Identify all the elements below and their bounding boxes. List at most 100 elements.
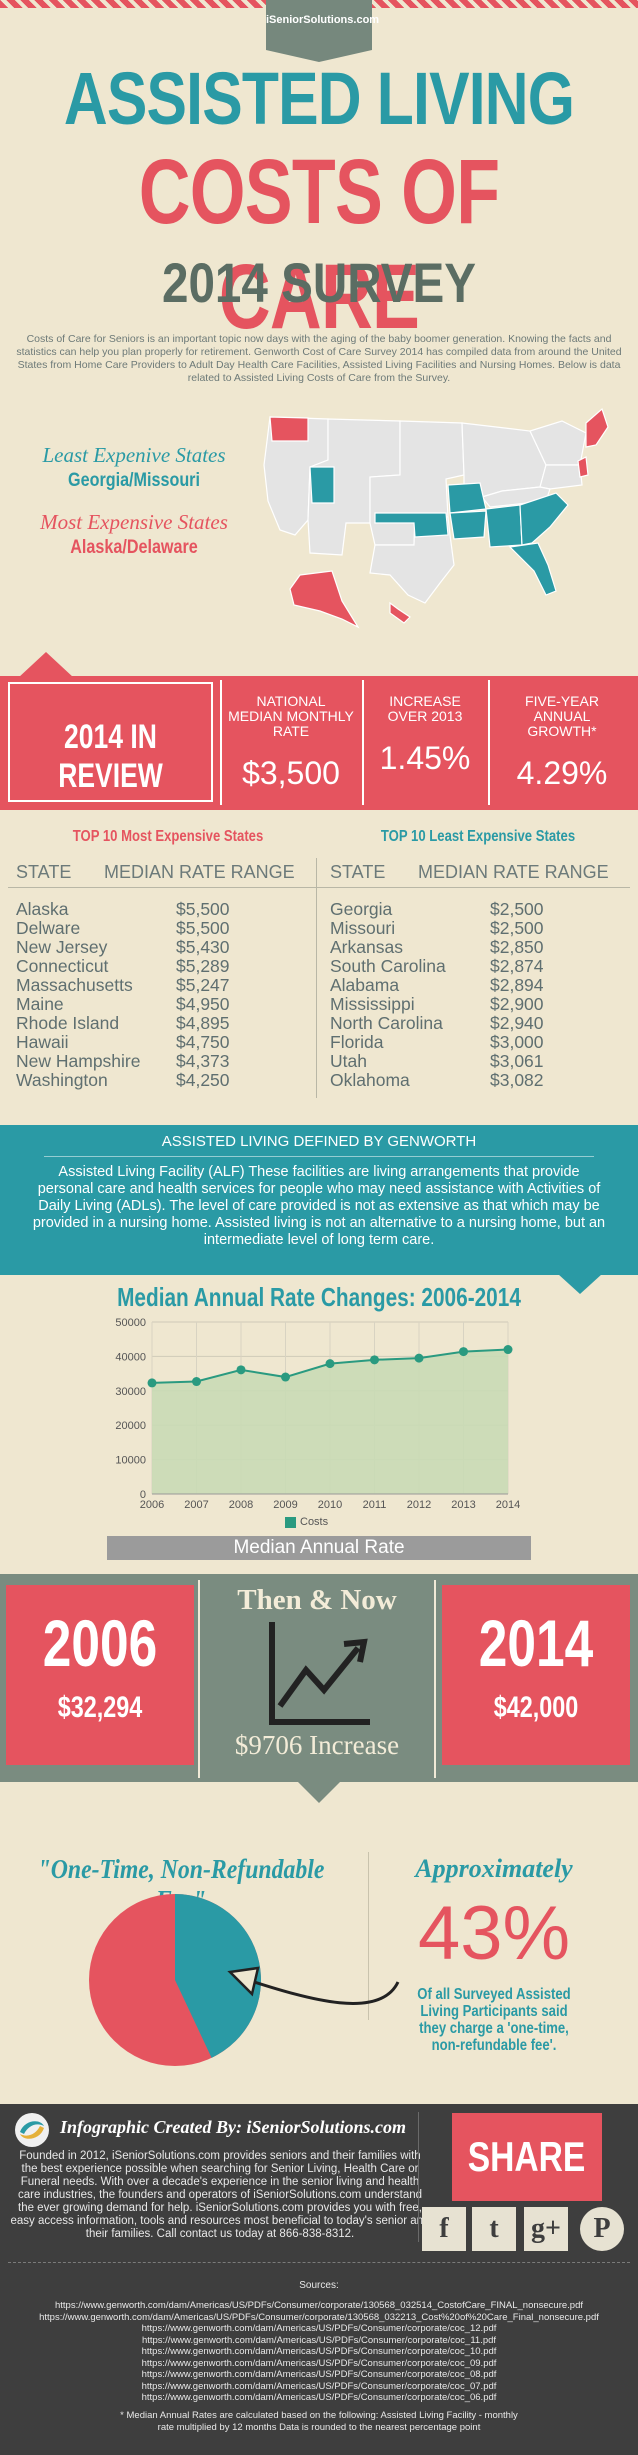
least-col-rate: MEDIAN RATE RANGE xyxy=(418,862,609,882)
x-tick-label: 2009 xyxy=(273,1499,297,1511)
y-tick-label: 10000 xyxy=(115,1455,146,1467)
table-row: Georgia $2,500 xyxy=(330,900,620,919)
now-year: 2014 xyxy=(478,1606,594,1680)
definition-rule xyxy=(44,1156,594,1157)
map-state-oklahoma xyxy=(374,512,449,538)
state-name: South Carolina xyxy=(330,956,446,976)
stat-value: $3,500 xyxy=(242,755,340,791)
approx-label: Approximately xyxy=(415,1854,573,1883)
map-state-mississippi-alabama xyxy=(485,504,523,548)
now-amount: $42,000 xyxy=(493,1691,579,1724)
pinterest-icon[interactable]: P xyxy=(580,2207,624,2251)
most-expensive-value: Alaska/Delaware xyxy=(70,537,198,558)
map-region-northeast xyxy=(529,420,587,466)
state-rate: $2,894 xyxy=(490,975,544,995)
sources-note: * Median Annual Rates are calculated bas… xyxy=(120,2410,518,2433)
state-name: Oklahoma xyxy=(330,1070,410,1090)
review-title: 2014 IN REVIEW xyxy=(58,718,163,795)
state-rate: $4,750 xyxy=(176,1032,230,1052)
map-state-missouri xyxy=(447,482,487,514)
stat-value: 4.29% xyxy=(516,755,608,791)
state-rate: $2,874 xyxy=(490,956,544,976)
table-row: Maine $4,950 xyxy=(16,995,306,1014)
source-link[interactable]: https://www.genworth.com/dam/Americas/US… xyxy=(141,2380,497,2392)
source-link[interactable]: https://www.genworth.com/dam/Americas/US… xyxy=(141,2369,497,2380)
data-point xyxy=(459,1347,468,1357)
source-link[interactable]: https://www.genworth.com/dam/Americas/US… xyxy=(54,2300,584,2311)
arrow-head-icon xyxy=(227,1966,260,1997)
map-state-hawaii xyxy=(389,601,411,624)
map-state-new-jersey xyxy=(577,456,589,478)
table-row: Alaska $5,500 xyxy=(16,900,306,919)
table-row: South Carolina $2,874 xyxy=(330,957,620,976)
data-point xyxy=(281,1372,290,1382)
source-link[interactable]: https://www.genworth.com/dam/Americas/US… xyxy=(39,2311,599,2323)
sources-title: Sources: xyxy=(299,2280,339,2291)
data-point xyxy=(503,1345,513,1355)
table-row: Florida $3,000 xyxy=(330,1033,620,1052)
state-name: Washington xyxy=(16,1070,108,1090)
intro-text: Costs of Care for Seniors is an importan… xyxy=(16,333,622,384)
x-tick-label: 2011 xyxy=(363,1499,387,1511)
state-name: Georgia xyxy=(330,899,393,919)
least-col-state: STATE xyxy=(330,862,386,882)
rate-chart: 0 10000 20000 30000 40000 50000 2006 2007 2008 20… xyxy=(115,1317,520,1511)
x-tick-label: 2006 xyxy=(140,1499,164,1511)
share-button[interactable]: SHARE xyxy=(452,2113,602,2201)
map-state-new-england xyxy=(585,407,609,448)
chart-xlabel: Median Annual Rate xyxy=(107,1536,531,1560)
stat-median-monthly: NATIONAL MEDIAN MONTHLY RATE $3,500 xyxy=(220,680,360,805)
state-rate: $2,850 xyxy=(490,937,544,957)
data-point xyxy=(236,1365,246,1375)
share-label: SHARE xyxy=(468,2133,586,2180)
source-link[interactable]: https://www.genworth.com/dam/Americas/US… xyxy=(141,2323,497,2334)
source-link[interactable]: https://www.genworth.com/dam/Americas/US… xyxy=(141,2334,497,2346)
title-line-3: 2014 SURVEY xyxy=(161,251,476,314)
table-row: Massachusetts $5,247 xyxy=(16,976,306,995)
google-plus-icon[interactable]: g+ xyxy=(524,2207,568,2251)
source-link[interactable]: https://www.genworth.com/dam/Americas/US… xyxy=(141,2346,497,2357)
definition-title: ASSISTED LIVING DEFINED BY GENWORTH xyxy=(161,1133,477,1150)
fee-percent: 43% xyxy=(417,1891,571,1976)
state-rate: $5,289 xyxy=(176,956,230,976)
facebook-icon[interactable]: f xyxy=(422,2207,466,2251)
map-state-arkansas xyxy=(449,510,487,540)
source-link[interactable]: https://www.genworth.com/dam/Americas/US… xyxy=(141,2392,497,2403)
table-row: Mississippi $2,900 xyxy=(330,995,620,1014)
x-tick-label: 2013 xyxy=(451,1499,475,1511)
review-title-box xyxy=(8,682,213,802)
most-expensive-list: Alaska $5,500 Delware $5,500 New Jersey $5,43… xyxy=(16,900,306,1090)
table-row: Utah $3,061 xyxy=(330,1052,620,1071)
site-tag[interactable]: iSeniorSolutions.com xyxy=(266,0,379,62)
table-row: Rhode Island $4,895 xyxy=(16,1014,306,1033)
table-row: North Carolina $2,940 xyxy=(330,1014,620,1033)
stat-label: INCREASE OVER 2013 xyxy=(387,693,463,724)
table-row: Missouri $2,500 xyxy=(330,919,620,938)
trend-up-icon xyxy=(269,1622,370,1725)
us-map xyxy=(263,407,609,629)
stat-value: 1.45% xyxy=(379,740,471,776)
pie-slice-fee xyxy=(175,1894,261,2058)
definition-pointer xyxy=(558,1274,602,1294)
y-tick-label: 0 xyxy=(140,1489,146,1501)
x-tick-label: 2010 xyxy=(318,1499,342,1511)
top10-least-title: TOP 10 Least Expensive States xyxy=(380,828,576,845)
table-row: Alabama $2,894 xyxy=(330,976,620,995)
state-rate: $3,082 xyxy=(490,1070,544,1090)
state-name: New Jersey xyxy=(16,937,108,957)
state-name: Florida xyxy=(330,1032,384,1052)
series-area xyxy=(152,1349,508,1494)
now-box: 2014 $42,000 xyxy=(442,1585,630,1765)
table-row: Delware $5,500 xyxy=(16,919,306,938)
state-rate: $2,940 xyxy=(490,1013,544,1033)
twitter-icon[interactable]: t xyxy=(472,2207,516,2251)
source-link[interactable]: https://www.genworth.com/dam/Americas/US… xyxy=(141,2357,497,2369)
then-now-divider-left xyxy=(198,1580,200,1778)
state-name: Maine xyxy=(16,994,64,1014)
table-row: Arkansas $2,850 xyxy=(330,938,620,957)
state-rate: $5,500 xyxy=(176,899,230,919)
table-row: New Hampshire $4,373 xyxy=(16,1052,306,1071)
y-tick-label: 40000 xyxy=(115,1351,146,1363)
least-expensive-value: Georgia/Missouri xyxy=(68,470,200,491)
map-state-florida xyxy=(508,542,557,596)
